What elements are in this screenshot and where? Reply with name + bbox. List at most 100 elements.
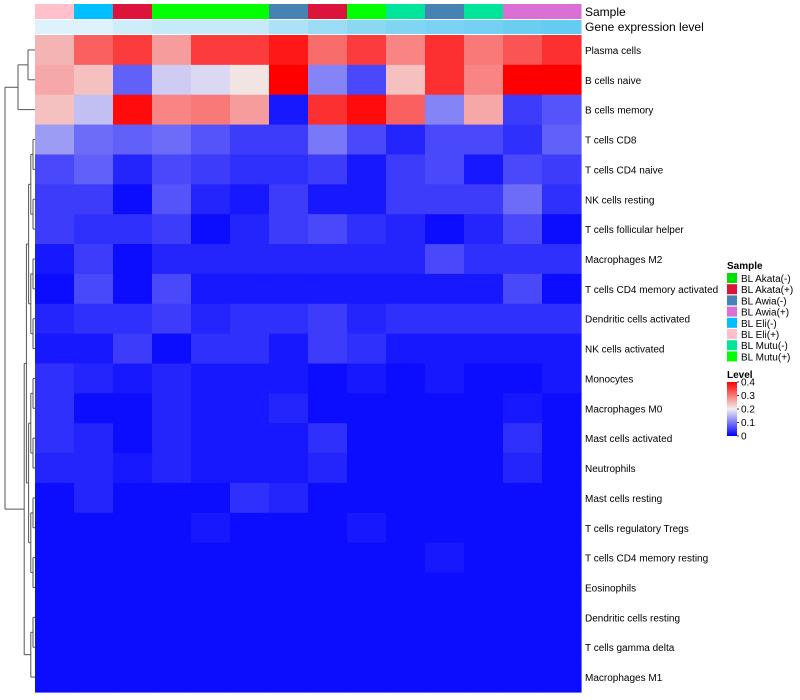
heatmap-cell bbox=[152, 512, 192, 544]
heatmap-cell bbox=[191, 512, 231, 544]
heatmap-cell bbox=[152, 602, 192, 633]
heatmap-cell bbox=[347, 273, 387, 305]
heatmap-cell bbox=[347, 303, 387, 335]
heatmap-cell bbox=[230, 542, 270, 574]
heatmap-cell bbox=[542, 154, 582, 185]
heatmap-cell bbox=[269, 94, 309, 126]
heatmap-cell bbox=[542, 333, 582, 365]
heatmap-cell bbox=[347, 363, 387, 394]
heatmap-cell bbox=[386, 423, 426, 454]
heatmap-cell bbox=[230, 184, 270, 215]
level-ticks: 0.4 0.3 0.2 0.1 0 bbox=[737, 378, 755, 443]
heatmap-cell bbox=[542, 662, 582, 693]
heatmap-cell bbox=[308, 303, 348, 335]
sample-legend-label: BL Eli(-) bbox=[741, 319, 777, 330]
heatmap-cell bbox=[308, 632, 348, 663]
heatmap-cell bbox=[464, 64, 504, 96]
heatmap-cell bbox=[113, 572, 153, 604]
heatmap-cell bbox=[542, 35, 582, 66]
heatmap-cell bbox=[386, 662, 426, 693]
gene-expression-annotation-cell bbox=[308, 20, 348, 34]
heatmap-cell bbox=[269, 482, 309, 514]
heatmap-cell bbox=[425, 363, 465, 394]
heatmap-cell bbox=[347, 214, 387, 245]
row-label: B cells memory bbox=[585, 106, 653, 117]
row-label: Macrophages M2 bbox=[585, 255, 663, 266]
heatmap-cell bbox=[74, 184, 114, 215]
heatmap-cell bbox=[152, 94, 192, 126]
heatmap-cell bbox=[191, 154, 231, 185]
heatmap-cell bbox=[425, 35, 465, 66]
heatmap-cell bbox=[386, 482, 426, 514]
heatmap-cell bbox=[191, 214, 231, 245]
row-label: Monocytes bbox=[585, 374, 633, 385]
heatmap-cell bbox=[230, 482, 270, 514]
heatmap-cell bbox=[542, 273, 582, 305]
heatmap-cell bbox=[113, 632, 153, 663]
heatmap-cell bbox=[308, 423, 348, 454]
sample-legend-swatch bbox=[727, 329, 737, 339]
heatmap-cell bbox=[35, 273, 75, 305]
heatmap-cell bbox=[74, 393, 114, 424]
heatmap-cell bbox=[425, 423, 465, 454]
heatmap-cell bbox=[74, 94, 114, 126]
heatmap-cell bbox=[191, 124, 231, 156]
heatmap-cell bbox=[425, 303, 465, 335]
heatmap-cell bbox=[425, 393, 465, 424]
heatmap-cell bbox=[191, 303, 231, 335]
heatmap-cell bbox=[152, 124, 192, 156]
row-label: Dendritic cells activated bbox=[585, 315, 690, 326]
heatmap-cell bbox=[152, 393, 192, 424]
heatmap-cell bbox=[464, 662, 504, 693]
heatmap-cell bbox=[308, 662, 348, 693]
heatmap-cell bbox=[386, 333, 426, 365]
heatmap-cell bbox=[74, 423, 114, 454]
gene-expression-annotation-cell bbox=[269, 20, 309, 34]
heatmap-cell bbox=[464, 482, 504, 514]
sample-legend-label: BL Eli(+) bbox=[741, 330, 779, 341]
heatmap-cell bbox=[35, 363, 75, 394]
heatmap-cell bbox=[464, 363, 504, 394]
heatmap-cell bbox=[191, 363, 231, 394]
heatmap-cell bbox=[269, 64, 309, 96]
heatmap-cell bbox=[425, 572, 465, 604]
row-label: B cells naive bbox=[585, 76, 642, 87]
heatmap-cell bbox=[230, 572, 270, 604]
heatmap-cell bbox=[503, 154, 543, 185]
heatmap-cell bbox=[503, 482, 543, 514]
sample-legend-label: BL Akata(-) bbox=[741, 274, 791, 285]
heatmap-cell bbox=[191, 333, 231, 365]
heatmap-cell bbox=[503, 303, 543, 335]
heatmap-cell bbox=[191, 244, 231, 275]
heatmap-cell bbox=[308, 333, 348, 365]
heatmap-cell bbox=[503, 184, 543, 215]
sample-legend-swatch bbox=[727, 306, 737, 317]
heatmap-cell bbox=[425, 64, 465, 96]
heatmap-cell bbox=[191, 482, 231, 514]
heatmap-cell bbox=[503, 512, 543, 544]
heatmap-cell bbox=[464, 423, 504, 454]
heatmap-cell bbox=[386, 363, 426, 394]
heatmap-cell bbox=[347, 423, 387, 454]
row-label: Neutrophils bbox=[585, 464, 636, 475]
heatmap-cell bbox=[347, 154, 387, 185]
heatmap-cell bbox=[347, 542, 387, 574]
heatmap-cell bbox=[464, 214, 504, 245]
heatmap-cell bbox=[35, 662, 75, 693]
heatmap-cell bbox=[35, 154, 75, 185]
heatmap-cell bbox=[269, 35, 309, 66]
heatmap-cell bbox=[425, 632, 465, 663]
row-label: Plasma cells bbox=[585, 46, 641, 57]
sample-legend-swatch bbox=[727, 351, 737, 362]
heatmap-cell bbox=[503, 453, 543, 484]
heatmap-cell bbox=[386, 94, 426, 126]
heatmap-cell bbox=[464, 453, 504, 484]
sample-legend-label: BL Awia(-) bbox=[741, 296, 787, 307]
heatmap-cell bbox=[230, 244, 270, 275]
heatmap-cell bbox=[191, 94, 231, 126]
heatmap-cell bbox=[35, 572, 75, 604]
heatmap-cell bbox=[113, 453, 153, 484]
heatmap-cell bbox=[35, 542, 75, 574]
heatmap-cell bbox=[503, 214, 543, 245]
heatmap-cell bbox=[308, 572, 348, 604]
